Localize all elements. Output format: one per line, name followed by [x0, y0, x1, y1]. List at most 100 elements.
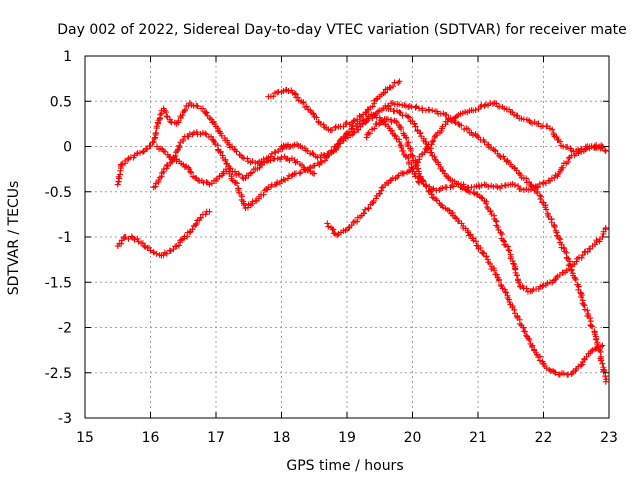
- sample-point: [379, 119, 386, 126]
- sample-point: [318, 158, 325, 165]
- sample-point: [398, 144, 405, 151]
- sample-point: [233, 180, 240, 187]
- data-point: [186, 130, 193, 137]
- sample-point: [428, 149, 435, 156]
- sample-point: [150, 249, 157, 256]
- x-tick-label: 17: [207, 430, 225, 446]
- sample-point: [373, 96, 380, 103]
- sample-point: [439, 185, 446, 192]
- sample-point: [307, 164, 314, 171]
- sample-point: [360, 210, 367, 217]
- sample-point: [480, 250, 487, 257]
- sample-point: [311, 162, 318, 169]
- sample-point: [303, 103, 310, 110]
- data-point: [350, 118, 357, 125]
- sample-point: [513, 272, 520, 279]
- sample-point: [517, 185, 524, 192]
- sample-point: [452, 119, 459, 126]
- sample-point: [578, 254, 585, 261]
- sample-point: [495, 277, 502, 284]
- sample-point: [498, 183, 505, 190]
- sample-point: [602, 373, 609, 380]
- sample-point: [343, 131, 350, 138]
- sample-point: [523, 285, 530, 292]
- sample-point: [494, 224, 501, 231]
- sample-point: [588, 143, 595, 150]
- sample-point: [239, 174, 246, 181]
- sample-point: [280, 142, 287, 149]
- data-point: [396, 109, 403, 116]
- data-point: [602, 378, 609, 385]
- data-point: [599, 342, 606, 349]
- sample-point: [504, 243, 511, 250]
- sample-point: [409, 153, 416, 160]
- sample-point: [560, 370, 567, 377]
- sample-point: [163, 109, 170, 116]
- sample-point: [472, 238, 479, 245]
- sample-point: [500, 237, 507, 244]
- data-point: [242, 175, 249, 182]
- data-point: [199, 105, 206, 112]
- sample-point: [439, 167, 446, 174]
- sample-point: [600, 368, 607, 375]
- data-point: [317, 120, 324, 127]
- y-tick-label: 0.5: [50, 94, 72, 110]
- sample-point: [583, 353, 590, 360]
- sample-point: [212, 141, 219, 148]
- sample-point: [430, 138, 437, 145]
- sample-point: [294, 94, 301, 101]
- sample-point: [419, 176, 426, 183]
- sample-point: [241, 202, 248, 209]
- sample-point: [448, 182, 455, 189]
- y-tick-label: -2: [58, 321, 72, 337]
- sample-point: [264, 158, 271, 165]
- sample-point: [520, 324, 527, 331]
- sample-point: [511, 306, 518, 313]
- sample-point: [261, 159, 268, 166]
- data-point: [337, 138, 344, 145]
- sample-point: [233, 148, 240, 155]
- sample-point: [526, 336, 533, 343]
- sample-point: [602, 147, 609, 154]
- sample-point: [162, 148, 169, 155]
- x-tick-label: 15: [76, 430, 94, 446]
- sample-point: [398, 126, 405, 133]
- data-point: [396, 78, 403, 85]
- sample-point: [477, 244, 484, 251]
- sample-point: [389, 127, 396, 134]
- sample-point: [153, 250, 160, 257]
- sample-point: [467, 231, 474, 238]
- sample-point: [446, 207, 453, 214]
- sample-point: [249, 198, 256, 205]
- sample-point: [439, 123, 446, 130]
- sample-point: [529, 120, 536, 127]
- data-point: [599, 360, 606, 367]
- sample-point: [535, 120, 542, 127]
- sample-point: [572, 276, 579, 283]
- sample-point: [551, 174, 558, 181]
- sample-point: [415, 165, 422, 172]
- sample-point: [551, 224, 558, 231]
- sample-point: [189, 226, 196, 233]
- sample-point: [125, 235, 132, 242]
- sample-point: [598, 357, 605, 364]
- data-point: [396, 138, 403, 145]
- sample-point: [515, 183, 522, 190]
- sample-point: [564, 143, 571, 150]
- sample-point: [416, 130, 423, 137]
- sample-point: [391, 79, 398, 86]
- sample-point: [469, 132, 476, 139]
- sample-point: [187, 168, 194, 175]
- sample-point: [354, 116, 361, 123]
- sample-point: [345, 224, 352, 231]
- y-axis-label: SDTVAR / TECUs: [6, 181, 22, 296]
- sample-point: [274, 179, 281, 186]
- sample-point: [381, 89, 388, 96]
- sample-point: [472, 106, 479, 113]
- data-point: [455, 120, 462, 127]
- sample-point: [387, 177, 394, 184]
- y-tick-label: 0: [63, 140, 72, 156]
- sample-point: [497, 154, 504, 161]
- sample-point: [412, 159, 419, 166]
